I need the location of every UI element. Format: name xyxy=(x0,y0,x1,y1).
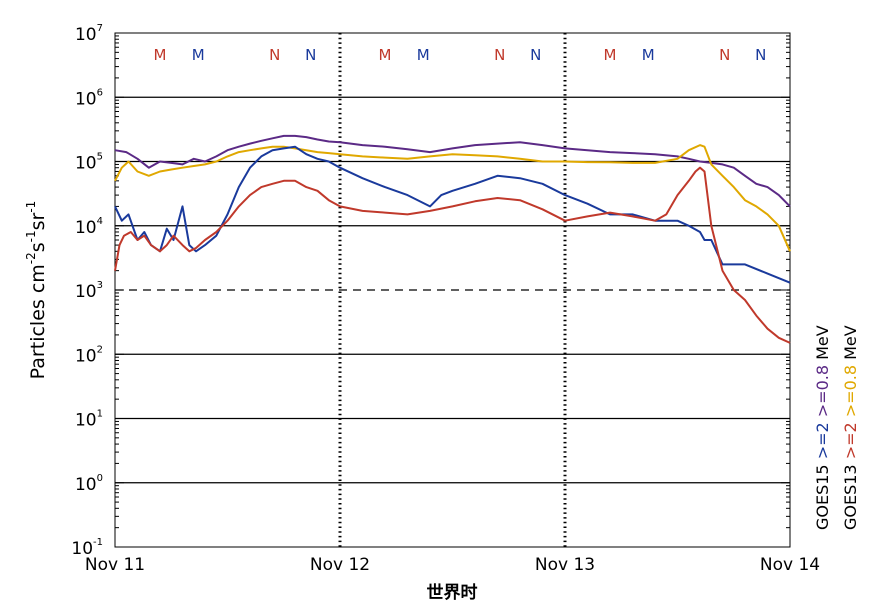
mn-marker-6: N xyxy=(494,46,505,64)
y-tick-label-3: 104 xyxy=(75,216,103,238)
series-line-1 xyxy=(114,144,791,252)
series-lines xyxy=(114,134,791,344)
mn-marker-2: N xyxy=(269,46,280,64)
mn-marker-5: M xyxy=(417,46,430,64)
x-axis-title: 世界时 xyxy=(427,583,478,603)
legend-column-0: GOES15 >=2 >=0.8 MeV xyxy=(813,325,832,530)
legend-column-1: GOES13 >=2 >=0.8 MeV xyxy=(841,325,860,530)
mn-marker-7: N xyxy=(530,46,541,64)
y-tick-label-5: 102 xyxy=(75,344,103,366)
y-tick-labels: 107 106 105 104 103 102 101 100 10-1 xyxy=(71,23,103,559)
x-tick-label-0: Nov 11 xyxy=(85,555,145,575)
x-tick-label-3: Nov 14 xyxy=(760,555,820,575)
x-tick-label-2: Nov 13 xyxy=(535,555,595,575)
mn-marker-8: M xyxy=(604,46,617,64)
mn-marker-9: M xyxy=(642,46,655,64)
y-tick-label-7: 100 xyxy=(75,473,103,495)
y-tick-label-1: 106 xyxy=(75,87,103,109)
mn-marker-0: M xyxy=(154,46,167,64)
reference-lines xyxy=(115,96,790,484)
day-boundary-ticks xyxy=(115,32,790,548)
y-tick-label-2: 105 xyxy=(75,152,103,174)
mn-marker-4: M xyxy=(379,46,392,64)
y-axis-title: Particles cm-2s-1sr-1 xyxy=(24,201,49,380)
mn-marker-3: N xyxy=(305,46,316,64)
y-tick-label-0: 107 xyxy=(75,23,103,45)
y-tick-label-6: 101 xyxy=(75,409,103,431)
y-tick-label-8: 10-1 xyxy=(71,537,103,559)
series-line-0 xyxy=(114,134,791,208)
mn-marker-11: N xyxy=(755,46,766,64)
x-tick-labels: Nov 11 Nov 12 Nov 13 Nov 14 xyxy=(85,555,820,575)
x-tick-label-1: Nov 12 xyxy=(310,555,370,575)
mn-marker-1: M xyxy=(192,46,205,64)
mn-marker-10: N xyxy=(719,46,730,64)
legend: GOES15 >=2 >=0.8 MeV GOES13 >=2 >=0.8 Me… xyxy=(813,325,860,530)
series-line-2 xyxy=(114,145,791,284)
y-tick-label-4: 103 xyxy=(75,280,103,302)
series-line-3 xyxy=(114,166,791,344)
